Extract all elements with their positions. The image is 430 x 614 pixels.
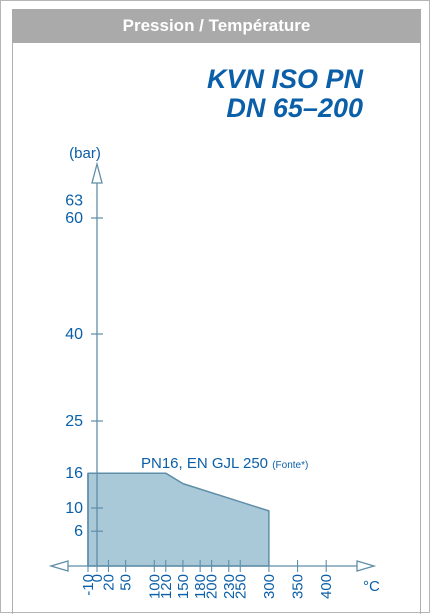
y-tick-label-63: 63 [65,193,83,210]
chart-frame [12,43,421,614]
y-tick-label-16: 16 [65,465,83,482]
x-tick-label-0: 0 [89,574,106,582]
x-tick-label-250: 250 [232,574,249,599]
y-tick-label-40: 40 [65,326,83,343]
x-tick-label-230: 230 [221,574,238,599]
x-tick-label--10: -10 [80,574,97,596]
x-tick-label-120: 120 [158,574,175,599]
series-label: PN16, EN GJL 250 (Fonte*) [141,455,308,472]
x-tick-label-50: 50 [118,574,135,591]
x-tick-label-180: 180 [192,574,209,599]
y-axis-arrow [91,161,103,184]
x-tick-label-150: 150 [175,574,192,599]
x-tick-label-350: 350 [290,574,307,599]
x-axis-arrow-left [48,560,69,572]
y-tick-label-10: 10 [65,500,83,517]
x-tick-label-200: 200 [204,574,221,599]
y-axis-label: (bar) [69,145,101,162]
x-tick-label-300: 300 [261,574,278,599]
card-title: Pression / Température [122,16,311,35]
card-header: Pression / Température [12,9,421,43]
series-area-pn16 [87,472,270,567]
product-title-line2: DN 65–200 [226,93,363,123]
x-tick-label-20: 20 [100,574,117,591]
y-tick-label-25: 25 [65,413,83,430]
y-tick-label-60: 60 [65,210,83,227]
x-axis-label: °C [363,578,380,595]
product-title-line1: KVN ISO PN [206,64,363,94]
x-tick-label-100: 100 [146,574,163,599]
x-tick-label-400: 400 [318,574,335,599]
series-annotation: (Fonte*) [272,460,308,471]
y-tick-label-6: 6 [74,523,83,540]
x-axis-arrow-right [356,560,377,572]
product-title: KVN ISO PN DN 65–200 [207,65,363,123]
